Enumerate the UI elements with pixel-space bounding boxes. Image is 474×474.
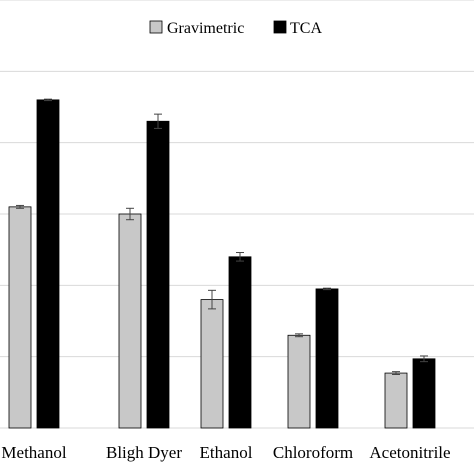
x-axis-tick-labels: Methanol Bligh Dyer Ethanol Chloroform Aceto…	[1, 443, 450, 462]
bar-tca-acetonitrile	[412, 358, 436, 429]
error-bar-gravimetric-ethanol	[208, 289, 216, 310]
bar-gravimetric-acetonitrile	[384, 372, 408, 429]
bar-gravimetric-methanol	[8, 206, 32, 429]
bar-gravimetric-ethanol	[200, 299, 224, 429]
bars	[8, 99, 436, 429]
x-tick-label-ethanol: Ethanol	[200, 443, 253, 462]
error-bar-tca-chloroform	[323, 287, 331, 291]
legend-swatch-tca	[273, 20, 287, 34]
bar-gravimetric-bligh-dyer	[118, 213, 142, 429]
bar-tca-methanol	[36, 99, 60, 429]
x-tick-label-chloroform: Chloroform	[273, 443, 353, 462]
error-bar-gravimetric-bligh-dyer	[126, 207, 134, 221]
error-bar-tca-ethanol	[236, 252, 244, 262]
bar-tca-chloroform	[315, 288, 339, 429]
legend-label-tca: TCA	[290, 20, 322, 37]
legend-swatch-gravimetric	[149, 20, 163, 34]
error-bars	[16, 98, 428, 375]
error-bar-gravimetric-methanol	[16, 204, 24, 209]
x-tick-label-methanol: Methanol	[1, 443, 66, 462]
error-bar-tca-methanol	[44, 98, 52, 102]
x-tick-label-bligh-dyer: Bligh Dyer	[106, 443, 182, 462]
legend-label-gravimetric: Gravimetric	[167, 20, 244, 37]
legend: Gravimetric TCA	[149, 20, 322, 37]
error-bar-tca-acetonitrile	[420, 355, 428, 363]
error-bar-tca-bligh-dyer	[154, 113, 162, 129]
bar-tca-bligh-dyer	[146, 120, 170, 429]
bar-tca-ethanol	[228, 256, 252, 429]
error-bar-gravimetric-acetonitrile	[392, 371, 400, 375]
x-tick-label-acetonitrile: Acetonitrile	[369, 443, 450, 462]
error-bar-gravimetric-chloroform	[295, 333, 303, 338]
bar-gravimetric-chloroform	[287, 334, 311, 429]
